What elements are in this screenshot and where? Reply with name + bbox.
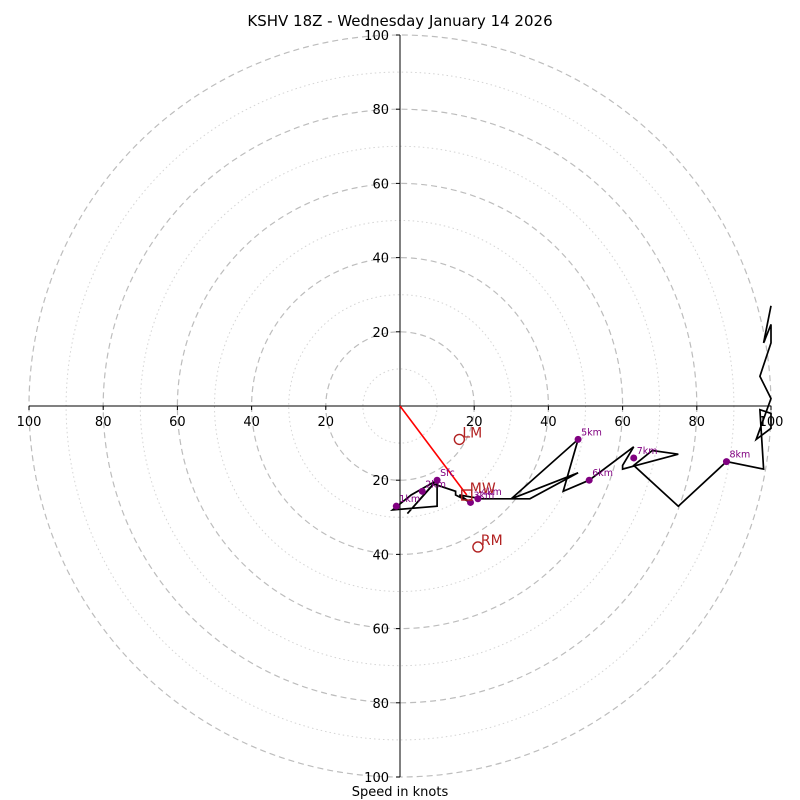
tick-label-left: 80: [95, 415, 112, 430]
tick-label-left: 40: [243, 415, 260, 430]
storm-motion-label: LM: [462, 425, 482, 441]
height-marker-dot: [474, 495, 482, 503]
tick-labels: 20 20 20 20 40 40 40 40 60 60 60 60 80 80 80 80 100 100 10…: [17, 29, 784, 786]
storm-motion-circle: [453, 433, 466, 446]
height-marker-label: 6km: [592, 468, 613, 479]
height-marker-label: Sfc: [440, 468, 455, 479]
tick-label-right: 20: [466, 415, 483, 430]
tick-label-top: 80: [372, 103, 389, 118]
height-marker-dot: [585, 476, 593, 484]
height-marker-label: 5km: [581, 427, 602, 438]
height-marker-label: 2km: [425, 479, 446, 490]
height-marker-dot: [722, 458, 730, 466]
chart-title: KSHV 18Z - Wednesday January 14 2026: [247, 12, 552, 30]
hodograph-line: [389, 305, 772, 515]
tick-label-top: 40: [372, 252, 389, 267]
tick-label-bottom: 60: [372, 623, 389, 638]
tick-label-right: 40: [540, 415, 557, 430]
storm-motion-square: [461, 489, 473, 501]
height-marker-label: 1km: [399, 494, 420, 505]
height-marker-label: 8km: [729, 450, 750, 461]
tick-label-left: 60: [169, 415, 186, 430]
height-marker-dot: [433, 476, 441, 484]
height-marker-label: 4km: [481, 487, 502, 498]
tick-label-bottom: 40: [372, 548, 389, 563]
shear-vector-line: [399, 405, 468, 496]
tick-label-top: 20: [372, 326, 389, 341]
tick-label-top: 100: [364, 29, 389, 44]
storm-motion-label: RM: [481, 533, 503, 549]
tick-label-bottom: 100: [364, 771, 389, 786]
height-marker-dot: [574, 435, 582, 443]
storm-motion: LM MW RM: [453, 425, 503, 553]
tick-label-bottom: 20: [372, 474, 389, 489]
storm-motion-label: MW: [470, 481, 496, 497]
tick-label-left: 100: [17, 415, 42, 430]
height-marker-dot: [418, 487, 426, 495]
height-marker-dot: [630, 454, 638, 462]
height-marker-dot: [392, 502, 400, 510]
storm-motion-circle: [472, 541, 484, 553]
height-marker-label: 3km: [473, 490, 494, 501]
height-marker-label: 7km: [637, 446, 658, 457]
tick-label-right: 80: [689, 415, 706, 430]
x-axis-label: Speed in knots: [352, 785, 449, 800]
tick-label-left: 20: [318, 415, 335, 430]
tick-label-bottom: 80: [372, 697, 389, 712]
tick-label-right: 60: [614, 415, 631, 430]
tick-label-top: 60: [372, 177, 389, 192]
hodograph-trace: [389, 305, 772, 515]
